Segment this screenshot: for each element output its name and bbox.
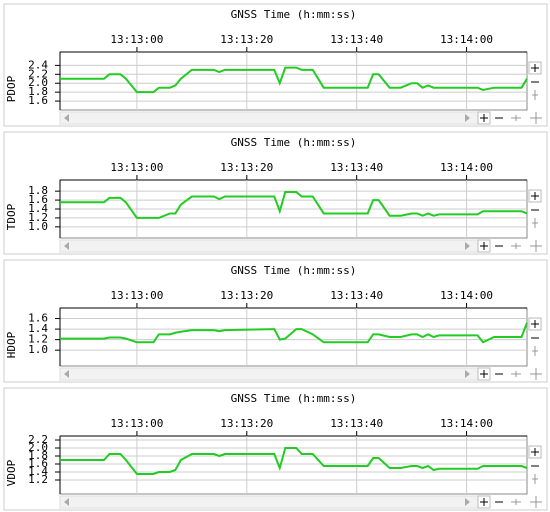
fit-y-icon[interactable] [532, 346, 538, 356]
scroll-right[interactable] [465, 498, 470, 506]
data-line [60, 191, 528, 219]
y-tick-label: 1.6 [28, 94, 48, 107]
zoom-in-x-icon [480, 498, 488, 506]
data-line [60, 447, 528, 475]
y-axis-title: HDOP [5, 331, 18, 358]
fit-all-icon[interactable] [530, 240, 542, 252]
x-tick-label: 13:13:20 [220, 161, 273, 174]
y-tick-label: 1.0 [28, 343, 48, 356]
scroll-left[interactable] [64, 114, 69, 122]
zoom-in-y-icon [531, 448, 539, 456]
panel-frame [3, 3, 548, 127]
zoom-in-x-icon [480, 370, 488, 378]
fit-all-icon[interactable] [530, 496, 542, 508]
data-line [60, 322, 528, 344]
x-tick-label: 13:13:20 [220, 33, 273, 46]
y-tick-label: 1.2 [28, 473, 48, 486]
y-axis-title: VDOP [5, 459, 18, 486]
x-tick-label: 13:13:20 [220, 289, 273, 302]
scroll-right[interactable] [465, 370, 470, 378]
y-tick-label: 2.2 [28, 67, 48, 80]
fit-x-icon[interactable] [511, 499, 521, 505]
y-axis-title: PDOP [5, 75, 18, 102]
scroll-left[interactable] [64, 242, 69, 250]
fit-x-icon[interactable] [511, 371, 521, 377]
fit-y-icon[interactable] [532, 474, 538, 484]
scrollbar [59, 239, 479, 253]
y-tick-label: 2.0 [28, 76, 48, 89]
x-axis-title: GNSS Time (h:mm:ss) [231, 8, 357, 21]
fit-x-icon[interactable] [511, 243, 521, 249]
x-axis-title: GNSS Time (h:mm:ss) [231, 264, 357, 277]
x-tick-label: 13:13:00 [110, 161, 163, 174]
y-tick-label: 2.4 [28, 58, 48, 71]
y-tick-label: 1.6 [28, 193, 48, 206]
y-axis-title: TDOP [5, 203, 18, 230]
data-line [60, 66, 528, 94]
scrollbar [59, 111, 479, 125]
y-tick-label: 1.4 [28, 322, 48, 335]
y-tick-label: 1.6 [28, 312, 48, 325]
scroll-left[interactable] [64, 498, 69, 506]
x-tick-label: 13:13:20 [220, 417, 273, 430]
y-tick-label: 1.6 [28, 457, 48, 470]
y-tick-label: 1.0 [28, 220, 48, 233]
scroll-right[interactable] [465, 242, 470, 250]
x-tick-label: 13:13:00 [110, 33, 163, 46]
x-tick-label: 13:13:40 [330, 289, 383, 302]
fit-y-icon[interactable] [532, 90, 538, 100]
zoom-in-y-icon [531, 192, 539, 200]
x-tick-label: 13:14:00 [440, 417, 493, 430]
zoom-in-y-icon [531, 320, 539, 328]
y-tick-label: 1.2 [28, 211, 48, 224]
x-axis-title: GNSS Time (h:mm:ss) [231, 392, 357, 405]
y-tick-label: 1.8 [28, 85, 48, 98]
zoom-in-y-icon [531, 64, 539, 72]
x-tick-label: 13:14:00 [440, 161, 493, 174]
panel-frame [3, 131, 548, 255]
fit-x-icon[interactable] [511, 115, 521, 121]
scrollbar [59, 495, 479, 509]
y-tick-label: 2.2 [28, 433, 48, 446]
y-tick-label: 1.4 [28, 202, 48, 215]
y-tick-label: 1.8 [28, 184, 48, 197]
x-tick-label: 13:13:40 [330, 33, 383, 46]
fit-all-icon[interactable] [530, 368, 542, 380]
x-tick-label: 13:13:40 [330, 417, 383, 430]
y-tick-label: 1.2 [28, 333, 48, 346]
x-tick-label: 13:13:00 [110, 289, 163, 302]
y-tick-label: 2.0 [28, 441, 48, 454]
x-tick-label: 13:13:00 [110, 417, 163, 430]
scrollbar [59, 367, 479, 381]
y-tick-label: 1.8 [28, 449, 48, 462]
zoom-in-x-icon [480, 242, 488, 250]
panel-frame [3, 387, 548, 511]
fit-y-icon[interactable] [532, 218, 538, 228]
plot-area [59, 307, 528, 367]
zoom-in-x-icon [480, 114, 488, 122]
scroll-left[interactable] [64, 370, 69, 378]
x-tick-label: 13:14:00 [440, 33, 493, 46]
fit-all-icon[interactable] [530, 112, 542, 124]
panel-frame [3, 259, 548, 383]
x-tick-label: 13:13:40 [330, 161, 383, 174]
scroll-right[interactable] [465, 114, 470, 122]
y-tick-label: 1.4 [28, 465, 48, 478]
x-tick-label: 13:14:00 [440, 289, 493, 302]
x-axis-title: GNSS Time (h:mm:ss) [231, 136, 357, 149]
